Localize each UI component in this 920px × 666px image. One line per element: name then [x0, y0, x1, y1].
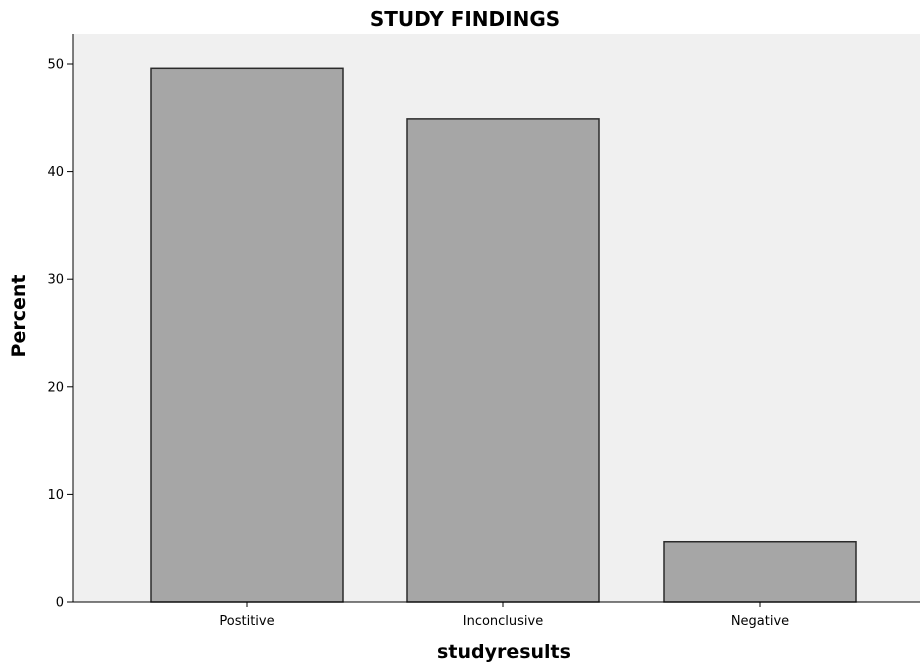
- bars-layer: [150, 67, 857, 603]
- bar-postitive: [150, 67, 344, 603]
- x-axis-title: studyresults: [437, 641, 571, 663]
- y-tick-label: 0: [56, 596, 64, 611]
- y-tick-label: 40: [47, 165, 64, 180]
- x-category-labels: Postitive Inconclusive Negative: [219, 602, 789, 629]
- y-tick-label: 50: [47, 58, 64, 73]
- y-tick-label: 30: [47, 273, 64, 288]
- axes-layer: [72, 34, 920, 603]
- bar-inconclusive: [406, 118, 600, 603]
- y-ticks: 0 10 20 30 40 50: [47, 58, 73, 611]
- y-tick-label: 10: [47, 488, 64, 503]
- x-category-label: Inconclusive: [463, 614, 544, 629]
- x-category-label: Negative: [731, 614, 789, 629]
- bar-negative: [663, 540, 857, 603]
- y-axis-title: Percent: [8, 275, 30, 358]
- y-tick-label: 20: [47, 380, 64, 395]
- x-category-label: Postitive: [219, 614, 274, 629]
- chart-title: STUDY FINDINGS: [370, 7, 560, 31]
